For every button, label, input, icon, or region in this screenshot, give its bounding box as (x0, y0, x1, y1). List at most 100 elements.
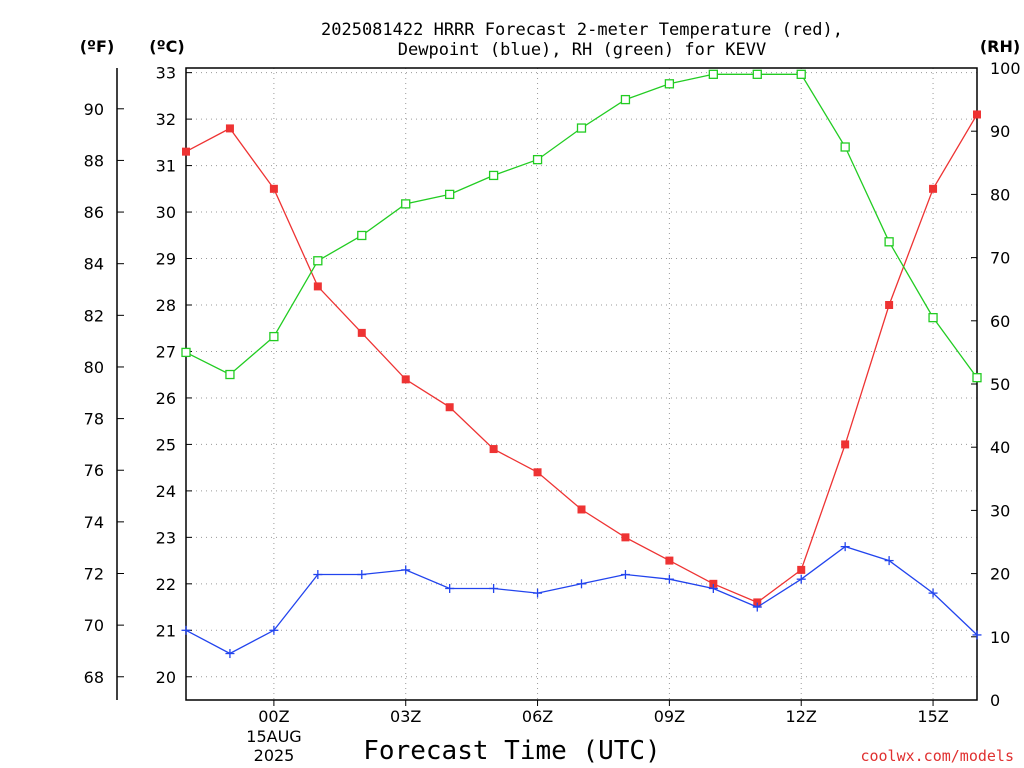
dewpoint-point (972, 630, 982, 640)
celsius-tick-label: 20 (156, 668, 176, 687)
dewpoint-series (181, 542, 982, 659)
x-tick-label: 15Z (917, 707, 948, 726)
rh-point (532, 154, 543, 165)
temperature-point (621, 533, 630, 542)
dewpoint-point (796, 574, 806, 584)
rh-tick-label: 50 (990, 375, 1010, 394)
data-series (181, 69, 982, 659)
fahrenheit-tick-label: 80 (84, 358, 104, 377)
rh-point (225, 369, 235, 380)
dewpoint-point (708, 583, 718, 593)
rh-series (181, 69, 982, 383)
dewpoint-point (181, 625, 191, 635)
x-axis-title: Forecast Time (UTC) (363, 736, 660, 766)
rh-tick-label: 80 (990, 185, 1010, 204)
temperature-point (225, 124, 234, 133)
celsius-tick-label: 22 (156, 575, 176, 594)
dewpoint-point (357, 570, 367, 580)
temperature-point (489, 445, 498, 454)
temperature-point (709, 579, 718, 588)
celsius-tick-label: 28 (156, 296, 176, 315)
rh-tick-label: 0 (990, 691, 1000, 710)
temperature-point (401, 375, 410, 384)
rh-tick-label: 40 (990, 438, 1010, 457)
celsius-tick-label: 21 (156, 621, 176, 640)
fahrenheit-tick-label: 88 (84, 151, 104, 170)
x-tick-label: 09Z (654, 707, 685, 726)
x-tick-label: 12Z (786, 707, 817, 726)
temperature-point (885, 301, 894, 309)
rh-point (972, 373, 982, 383)
rh-tick-label: 90 (990, 122, 1010, 141)
rh-point (752, 69, 762, 79)
fahrenheit-tick-label: 72 (84, 564, 104, 583)
dewpoint-point (269, 625, 279, 635)
temperature-point (753, 598, 762, 607)
temperature-point (841, 440, 850, 449)
dewpoint-point (401, 565, 411, 575)
dewpoint-point (445, 583, 455, 593)
rh-point (576, 123, 587, 133)
rh-point (884, 237, 894, 247)
temperature-point (533, 468, 542, 477)
x-tick-label: 06Z (522, 707, 553, 726)
rh-line (185, 73, 978, 379)
date-label-year: 2025 (254, 746, 295, 765)
fahrenheit-tick-label: 90 (84, 100, 104, 119)
axes: 00Z 03Z 06Z 09Z 12Z 15Z 68 70 72 74 76 78 80 82 84 86 88… (84, 59, 1021, 726)
fahrenheit-tick-label: 78 (84, 410, 104, 429)
celsius-tick-label: 26 (156, 389, 176, 408)
fahrenheit-tick-label: 76 (84, 461, 104, 480)
temperature-point (269, 184, 278, 193)
date-label-day: 15AUG (246, 727, 301, 746)
fahrenheit-tick-label: 70 (84, 616, 104, 635)
credit-text: coolwx.com/models (860, 747, 1014, 765)
fahrenheit-unit-label: (ºF) (80, 37, 115, 56)
rh-tick-label: 70 (990, 249, 1010, 268)
rh-point (313, 256, 323, 266)
fahrenheit-tick-label: 84 (84, 255, 104, 274)
rh-tick-label: 10 (990, 628, 1010, 647)
temperature-point (929, 184, 938, 193)
rh-point (445, 189, 455, 200)
celsius-unit-label: (ºC) (149, 37, 184, 56)
chart-title-line1: 2025081422 HRRR Forecast 2-meter Tempera… (321, 20, 843, 40)
rh-point (269, 331, 279, 342)
rh-point (708, 69, 718, 79)
fahrenheit-tick-label: 86 (84, 203, 104, 222)
celsius-tick-label: 23 (156, 528, 176, 547)
dewpoint-point (577, 579, 586, 589)
rh-unit-label: (RH) (980, 37, 1020, 56)
fahrenheit-tick-label: 82 (84, 306, 104, 325)
celsius-tick-label: 27 (156, 342, 176, 361)
rh-point (488, 170, 499, 181)
rh-tick-label: 100 (990, 59, 1021, 78)
celsius-tick-label: 33 (156, 64, 176, 83)
x-tick-label: 03Z (390, 707, 421, 726)
fahrenheit-tick-label: 74 (84, 513, 104, 532)
dewpoint-point (840, 542, 850, 552)
dewpoint-line (185, 545, 978, 655)
dewpoint-point (620, 570, 630, 580)
x-tick-label: 00Z (258, 707, 289, 726)
temperature-point (357, 328, 366, 337)
celsius-tick-label: 24 (156, 482, 176, 501)
temperature-point (973, 110, 981, 119)
temperature-line (185, 114, 978, 604)
rh-point (357, 230, 367, 241)
rh-point (928, 312, 938, 323)
dewpoint-point (884, 556, 894, 566)
plot-frame (185, 67, 978, 701)
rh-tick-label: 20 (990, 565, 1010, 584)
dewpoint-point (533, 588, 543, 598)
grid-lines (186, 68, 977, 700)
temperature-point (797, 565, 806, 574)
rh-point (664, 79, 675, 89)
temperature-series (182, 110, 981, 607)
fahrenheit-tick-label: 68 (84, 668, 104, 687)
temperature-point (313, 282, 322, 291)
dewpoint-point (313, 570, 323, 580)
celsius-tick-label: 32 (156, 110, 176, 129)
celsius-tick-label: 29 (156, 250, 176, 269)
